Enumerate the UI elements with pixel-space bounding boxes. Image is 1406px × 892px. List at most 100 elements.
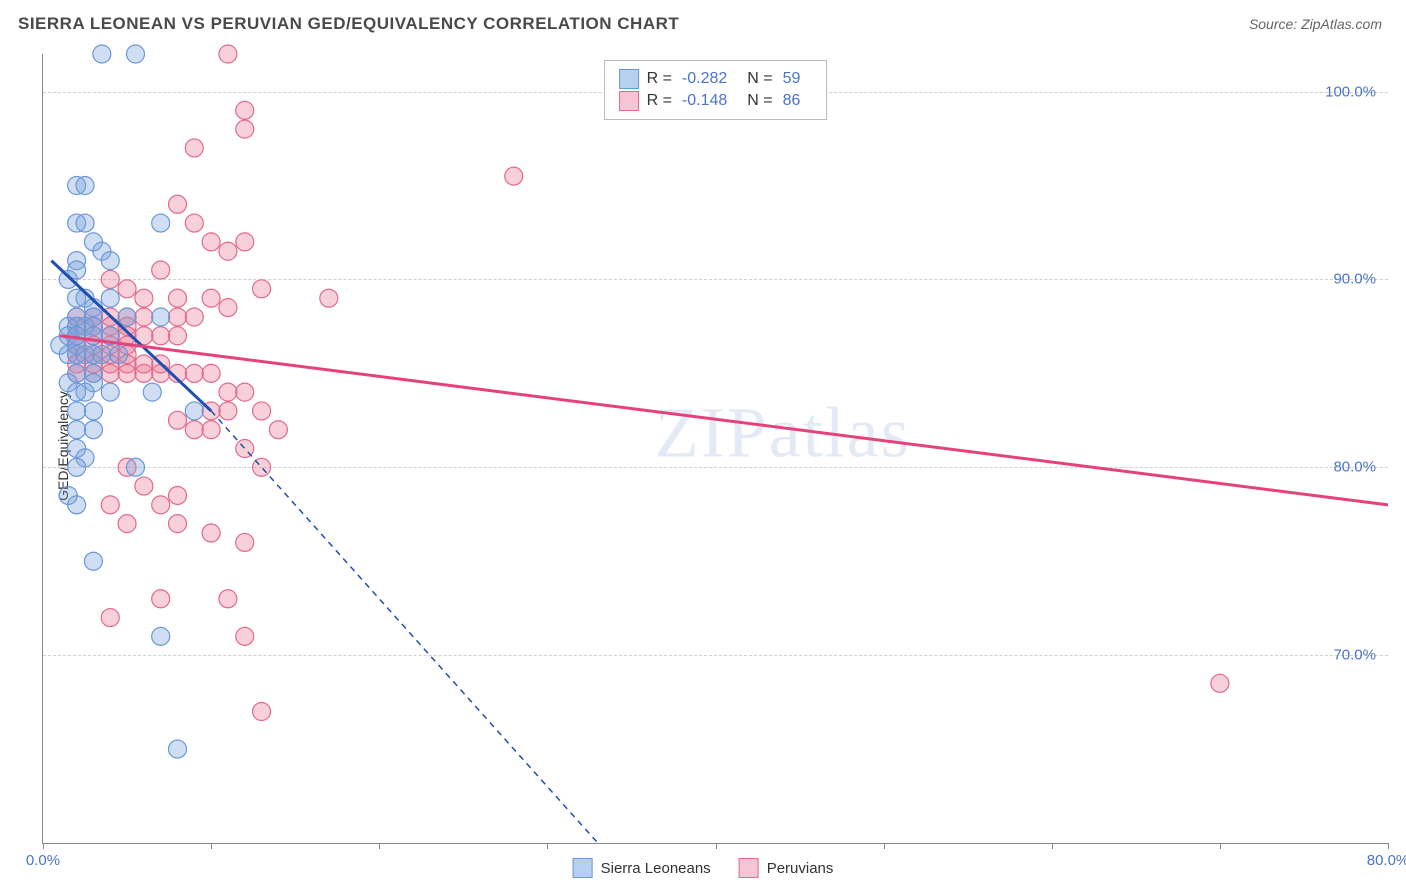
scatter-point (101, 270, 119, 288)
scatter-point (185, 364, 203, 382)
scatter-point (135, 289, 153, 307)
scatter-point (76, 214, 94, 232)
scatter-point (152, 261, 170, 279)
trend-line-extrapolated (211, 411, 598, 843)
legend-swatch-pink-icon (739, 858, 759, 878)
scatter-point (169, 195, 187, 213)
legend-r-label: R = (647, 70, 672, 88)
scatter-point (169, 740, 187, 758)
legend-n-label: N = (747, 92, 772, 110)
legend-r-value-blue: -0.282 (682, 70, 727, 88)
legend-r-label: R = (647, 92, 672, 110)
x-tick (43, 843, 44, 849)
scatter-point (236, 233, 254, 251)
scatter-point (253, 280, 271, 298)
chart-plot-area: ZIPatlas R = -0.282 N = 59 R = -0.148 N … (42, 54, 1388, 844)
scatter-point (152, 308, 170, 326)
scatter-point (253, 703, 271, 721)
scatter-point (219, 590, 237, 608)
scatter-point (126, 458, 144, 476)
scatter-point (236, 627, 254, 645)
legend-r-value-pink: -0.148 (682, 92, 727, 110)
stats-legend: R = -0.282 N = 59 R = -0.148 N = 86 (604, 60, 828, 120)
scatter-point (143, 383, 161, 401)
x-tick-label: 0.0% (26, 852, 60, 869)
scatter-point (219, 402, 237, 420)
scatter-point (219, 242, 237, 260)
legend-n-value-pink: 86 (783, 92, 801, 110)
x-tick (211, 843, 212, 849)
scatter-point (202, 421, 220, 439)
legend-item-pink: Peruvians (739, 858, 834, 878)
scatter-point (269, 421, 287, 439)
x-tick-label: 80.0% (1367, 852, 1406, 869)
scatter-point (169, 486, 187, 504)
scatter-point (135, 364, 153, 382)
x-tick (716, 843, 717, 849)
scatter-point (76, 177, 94, 195)
scatter-point (84, 421, 102, 439)
scatter-point (152, 364, 170, 382)
scatter-point (236, 533, 254, 551)
series-legend: Sierra Leoneans Peruvians (573, 858, 834, 878)
scatter-point (185, 402, 203, 420)
scatter-point (101, 289, 119, 307)
scatter-point (101, 496, 119, 514)
scatter-point (505, 167, 523, 185)
chart-title: SIERRA LEONEAN VS PERUVIAN GED/EQUIVALEN… (18, 14, 679, 34)
scatter-point (135, 477, 153, 495)
scatter-point (110, 346, 128, 364)
trend-line (60, 336, 1388, 505)
scatter-point (185, 214, 203, 232)
scatter-point (169, 327, 187, 345)
scatter-point (202, 524, 220, 542)
scatter-point (152, 327, 170, 345)
scatter-point (152, 214, 170, 232)
scatter-point (185, 308, 203, 326)
scatter-point (68, 402, 86, 420)
x-tick (1220, 843, 1221, 849)
scatter-point (118, 515, 136, 533)
scatter-point (118, 364, 136, 382)
scatter-point (169, 289, 187, 307)
scatter-point (169, 411, 187, 429)
scatter-point (68, 458, 86, 476)
legend-n-value-blue: 59 (783, 70, 801, 88)
legend-row-blue: R = -0.282 N = 59 (619, 69, 813, 89)
scatter-point (202, 233, 220, 251)
scatter-point (185, 421, 203, 439)
scatter-point (93, 45, 111, 63)
legend-swatch-pink (619, 91, 639, 111)
scatter-point (118, 280, 136, 298)
scatter-point (236, 101, 254, 119)
scatter-point (320, 289, 338, 307)
scatter-point (84, 374, 102, 392)
scatter-point (126, 45, 144, 63)
scatter-point (152, 496, 170, 514)
legend-label-blue: Sierra Leoneans (601, 860, 711, 877)
scatter-point (202, 364, 220, 382)
legend-item-blue: Sierra Leoneans (573, 858, 711, 878)
scatter-point (101, 383, 119, 401)
scatter-point (118, 308, 136, 326)
legend-label-pink: Peruvians (767, 860, 834, 877)
x-tick (1388, 843, 1389, 849)
legend-row-pink: R = -0.148 N = 86 (619, 91, 813, 111)
x-tick (379, 843, 380, 849)
scatter-point (101, 609, 119, 627)
x-tick (884, 843, 885, 849)
x-tick (1052, 843, 1053, 849)
scatter-point (101, 252, 119, 270)
scatter-point (169, 308, 187, 326)
scatter-point (84, 402, 102, 420)
scatter-point (219, 45, 237, 63)
scatter-point (93, 346, 111, 364)
scatter-point (219, 383, 237, 401)
source-label: Source: ZipAtlas.com (1249, 16, 1382, 32)
x-tick (547, 843, 548, 849)
scatter-point (219, 299, 237, 317)
scatter-point (84, 552, 102, 570)
legend-n-label: N = (747, 70, 772, 88)
scatter-point (236, 383, 254, 401)
scatter-point (169, 515, 187, 533)
